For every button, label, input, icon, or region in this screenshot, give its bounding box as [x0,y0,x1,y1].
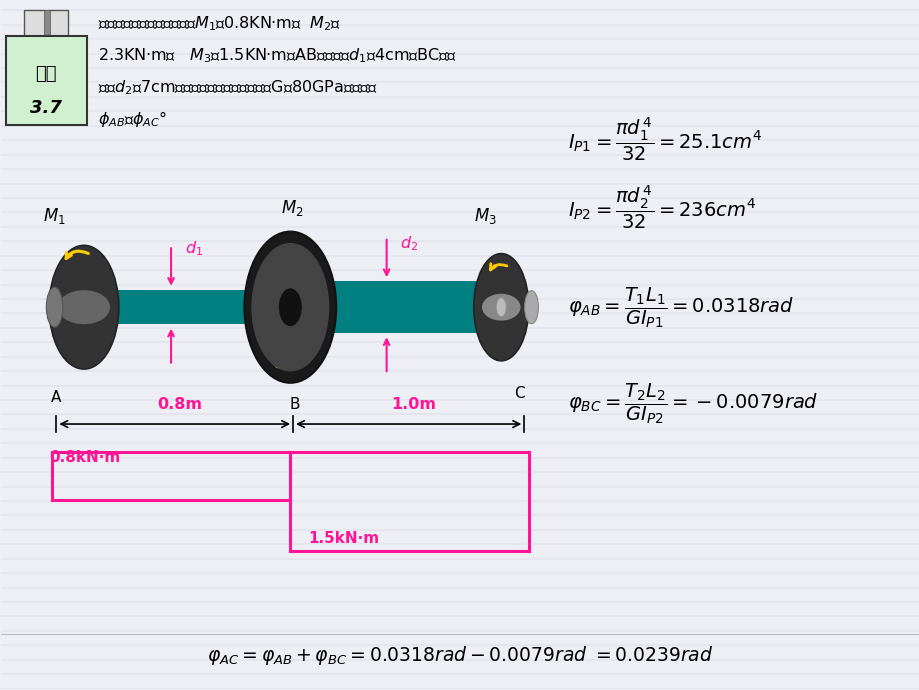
Text: 例题: 例题 [36,65,57,83]
Ellipse shape [58,290,110,324]
Text: $M_3$: $M_3$ [473,206,496,226]
Ellipse shape [49,246,119,369]
Text: $d_1$: $d_1$ [185,239,203,258]
Ellipse shape [496,298,505,317]
Text: 如图所示阶梯轴。外力偶矩$M_1$＝0.8KN·m，  $M_2$＝: 如图所示阶梯轴。外力偶矩$M_1$＝0.8KN·m， $M_2$＝ [97,14,341,33]
Text: 1.0m: 1.0m [391,397,437,412]
Text: $I_{P2}=\dfrac{\pi d_2^{\,4}}{32}=236cm^4$: $I_{P2}=\dfrac{\pi d_2^{\,4}}{32}=236cm^… [568,184,755,231]
Ellipse shape [46,287,62,327]
Ellipse shape [244,232,335,383]
Ellipse shape [524,290,538,324]
Bar [310,282,494,333]
Text: B: B [289,397,300,411]
Text: $\varphi_{AB}=\dfrac{T_1L_1}{GI_{P1}}=0.0318rad$: $\varphi_{AB}=\dfrac{T_1L_1}{GI_{P1}}=0.… [568,285,794,330]
Bar [44,10,50,41]
Text: A: A [51,390,62,404]
Text: 2.3KN·m，   $M_3$＝1.5KN·m，AB段的直径$d_1$＝4cm，BC段的: 2.3KN·m， $M_3$＝1.5KN·m，AB段的直径$d_1$＝4cm，B… [97,46,457,65]
Text: 0.8m: 0.8m [157,397,202,412]
Ellipse shape [278,288,301,326]
Bar [102,290,274,324]
Ellipse shape [482,294,520,321]
Text: $I_{P1}=\dfrac{\pi d_1^{\,4}}{32}=25.1cm^4$: $I_{P1}=\dfrac{\pi d_1^{\,4}}{32}=25.1cm… [568,115,762,163]
Text: 直径$d_2$＝7cm。已知材料的剪切弹性模量G＝80GPa，试计算: 直径$d_2$＝7cm。已知材料的剪切弹性模量G＝80GPa，试计算 [97,78,377,97]
Text: $d_2$: $d_2$ [400,235,418,253]
Text: 0.8kN·m: 0.8kN·m [49,451,120,465]
Text: $M_2$: $M_2$ [281,198,303,218]
Ellipse shape [251,243,329,371]
Bar [47,10,68,41]
Text: $\phi_{AB}$和$\phi_{AC}$°: $\phi_{AB}$和$\phi_{AC}$° [97,109,167,129]
Text: $\varphi_{BC}=\dfrac{T_2L_2}{GI_{P2}}=-0.0079rad$: $\varphi_{BC}=\dfrac{T_2L_2}{GI_{P2}}=-0… [568,381,818,426]
Text: $\varphi_{AC}=\varphi_{AB}+\varphi_{BC}=0.0318rad-0.0079rad\ =0.0239rad$: $\varphi_{AC}=\varphi_{AB}+\varphi_{BC}=… [207,644,712,667]
Bar [6,36,86,125]
Text: C: C [514,386,525,401]
Text: 1.5kN·m: 1.5kN·m [308,531,380,546]
Text: $M_1$: $M_1$ [42,206,65,226]
Ellipse shape [473,254,528,361]
Bar [24,10,45,41]
Text: 3.7: 3.7 [30,99,62,117]
